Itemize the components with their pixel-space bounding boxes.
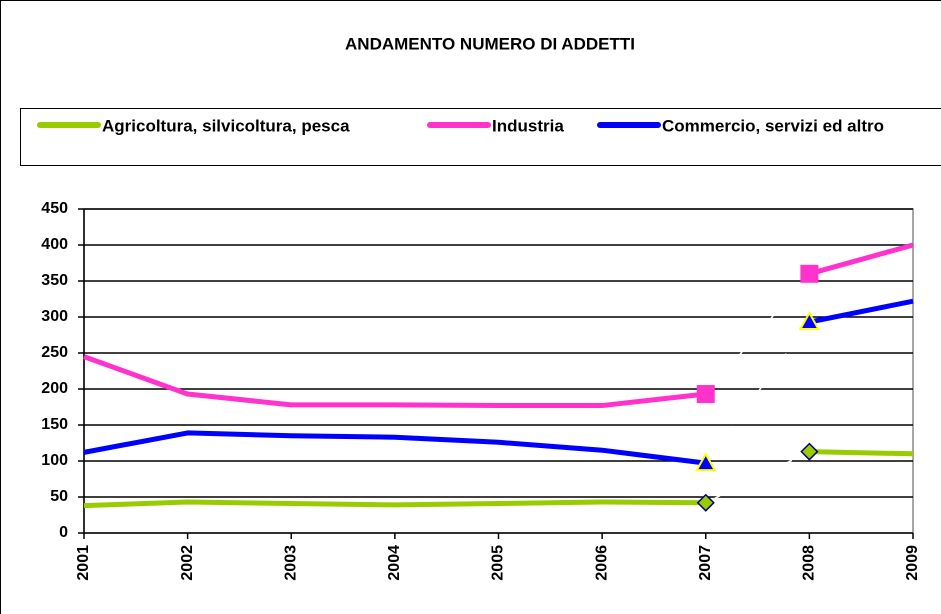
marker <box>696 493 715 512</box>
x-tick-label: 2003 <box>282 545 299 581</box>
y-tick-label: 300 <box>41 308 68 325</box>
series-line <box>83 499 706 509</box>
x-tick-label: 2004 <box>386 545 403 581</box>
x-tick-label: 2005 <box>490 545 507 581</box>
y-tick-label: 400 <box>41 236 68 253</box>
marker <box>696 385 715 404</box>
y-tick-label: 50 <box>50 488 68 505</box>
legend-label: Industria <box>492 116 564 135</box>
marker <box>800 442 819 461</box>
x-tick-label: 2001 <box>75 545 92 581</box>
marker <box>800 264 819 283</box>
legend-label: Commercio, servizi ed altro <box>662 116 884 135</box>
marker <box>798 311 821 331</box>
y-tick-label: 250 <box>41 344 68 361</box>
break-line <box>705 273 810 395</box>
x-tick-label: 2008 <box>801 545 818 581</box>
x-tick-label: 2007 <box>697 545 714 581</box>
y-tick-label: 100 <box>41 452 68 469</box>
y-tick-label: 200 <box>41 380 68 397</box>
series-line <box>809 449 914 457</box>
x-tick-label: 2002 <box>179 545 196 581</box>
y-tick-label: 350 <box>41 272 68 289</box>
series-line <box>808 298 914 325</box>
series-line <box>808 242 914 277</box>
break-line <box>705 321 810 464</box>
y-tick-label: 150 <box>41 416 68 433</box>
series-line <box>83 430 707 466</box>
x-tick-label: 2006 <box>593 545 610 581</box>
y-tick-label: 0 <box>59 524 68 541</box>
series-line <box>83 354 707 409</box>
y-tick-label: 450 <box>41 200 68 217</box>
chart-title: ANDAMENTO NUMERO DI ADDETTI <box>345 34 635 53</box>
marker <box>695 452 717 472</box>
legend-label: Agricoltura, silvicoltura, pesca <box>102 116 350 135</box>
legend-box <box>20 108 941 166</box>
x-tick-label: 2009 <box>904 545 921 581</box>
